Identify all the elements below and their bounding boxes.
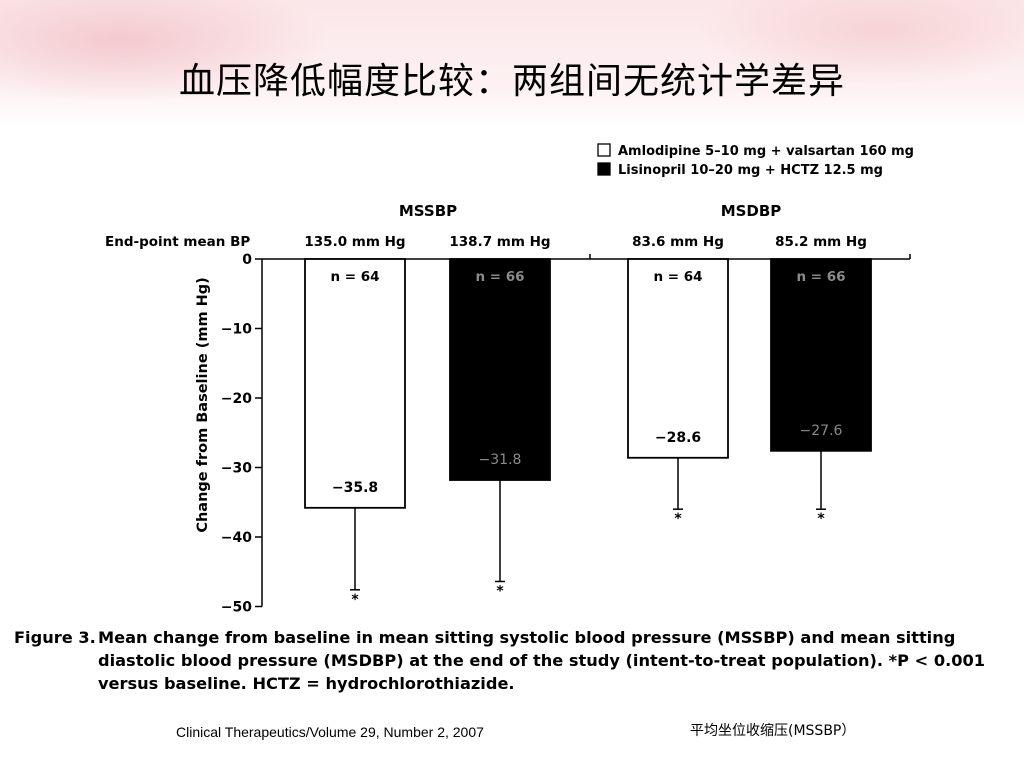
group-label: MSDBP [721,202,782,220]
y-tick-label: 0 [242,252,252,268]
y-axis-title: Change from Baseline (mm Hg) [195,277,211,532]
endpoint-value: 138.7 mm Hg [449,234,550,250]
bar-n-label: n = 66 [796,269,845,285]
bar-value-label: −27.6 [800,423,843,439]
y-tick-label: −40 [221,530,252,546]
footer-source: Clinical Therapeutics/Volume 29, Number … [176,724,484,740]
figure-caption: Figure 3. Mean change from baseline in m… [14,626,1014,695]
slide-header-background [0,0,1024,128]
bar [304,258,406,509]
significance-marker: * [496,583,504,599]
y-tick-label: −10 [221,322,252,338]
legend-swatch [597,143,611,157]
significance-marker: * [674,511,682,527]
legend: Amlodipine 5–10 mg + valsartan 160 mg Lis… [597,143,914,178]
bar [770,258,872,452]
bar-value-label: −28.6 [655,430,701,446]
legend-label: Lisinopril 10–20 mg + HCTZ 12.5 mg [618,163,883,178]
legend-label: Amlodipine 5–10 mg + valsartan 160 mg [618,144,914,159]
chart-header: End-point mean BP MSSBP 135.0 mm Hg 138.7 m… [105,202,911,260]
figure-caption-label: Figure 3. [14,628,96,647]
bar-n-label: n = 64 [330,269,379,285]
bar [627,258,729,459]
group-label: MSSBP [399,202,457,220]
bar-chart: Amlodipine 5–10 mg + valsartan 160 mg Lis… [105,143,914,616]
figure-caption-text: Mean change from baseline in mean sittin… [98,628,986,693]
legend-swatch [597,162,611,176]
bar-value-label: −31.8 [479,452,522,468]
y-tick-label: −20 [221,391,252,407]
y-tick-label: −30 [221,461,252,477]
bar [449,258,551,481]
bar-n-label: n = 66 [475,269,524,285]
endpoint-value: 83.6 mm Hg [632,234,724,250]
endpoint-value: 135.0 mm Hg [304,234,405,250]
figure-panel: Amlodipine 5–10 mg + valsartan 160 mg Lis… [0,128,1024,708]
endpoint-value: 85.2 mm Hg [775,234,867,250]
bar-value-label: −35.8 [332,480,378,496]
significance-marker: * [351,592,359,608]
significance-marker: * [817,511,825,527]
footer-note: 平均坐位收缩压(MSSBP） [690,723,856,739]
slide-title: 血压降低幅度比较：两组间无统计学差异 [178,61,845,102]
endpoint-row-label: End-point mean BP [105,234,250,250]
bars: * n = 64 −35.8 * n = 66 −31.8 * n = 64 −28.6 * n =… [304,258,872,608]
bar-n-label: n = 64 [653,269,702,285]
y-axis: 0 −10 −20 −30 −40 −50 Change from Baseline (mm… [195,252,263,616]
y-tick-label: −50 [221,600,252,616]
